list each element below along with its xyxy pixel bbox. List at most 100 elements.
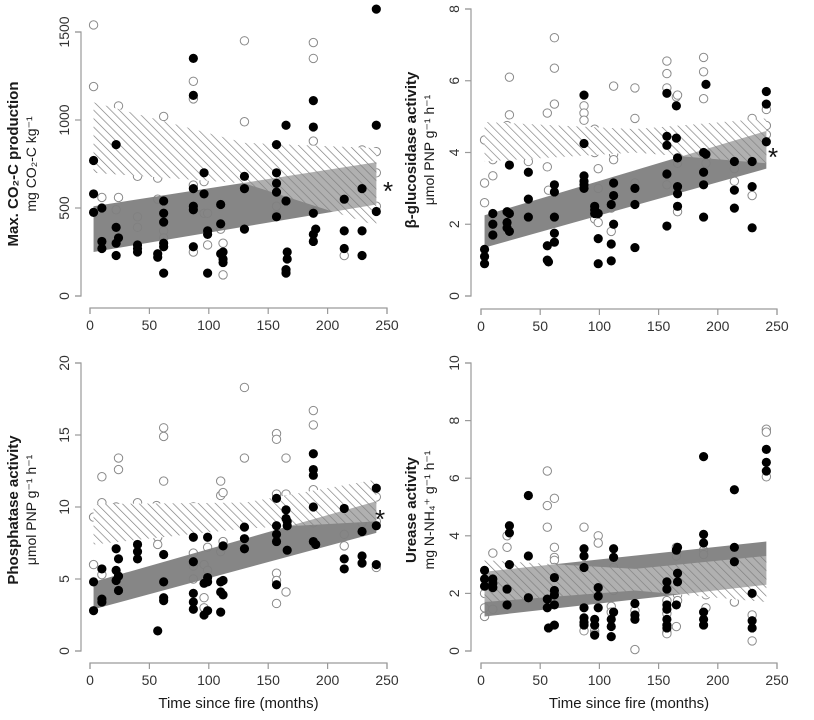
burned-point <box>159 268 169 278</box>
y-tick-label: 5 <box>56 575 72 583</box>
control-point <box>502 542 512 553</box>
x-axis-line <box>89 307 388 314</box>
burned-point <box>113 554 124 564</box>
control-point <box>488 548 498 558</box>
x-axis-line <box>89 662 388 669</box>
control-point <box>549 99 560 109</box>
x-tick-label: 150 <box>647 318 671 334</box>
burned-point <box>159 549 169 560</box>
x-axis-line <box>480 308 778 315</box>
burned-point <box>113 585 124 596</box>
burned-point <box>159 217 169 227</box>
y-axis-label: Phosphatase activity <box>5 435 22 585</box>
burned-point <box>308 122 318 132</box>
burned-point <box>199 189 209 199</box>
burned-point <box>308 470 318 480</box>
burned-point <box>311 539 321 550</box>
x-tick-label: 200 <box>706 672 730 688</box>
burned-point <box>502 600 512 610</box>
burned-point <box>132 247 143 257</box>
control-point <box>158 423 169 433</box>
x-tick-label: 100 <box>197 672 221 688</box>
x-tick-label: 0 <box>86 672 94 688</box>
y-tick-label: 2 <box>446 220 462 228</box>
burned-point <box>606 621 616 632</box>
burned-point <box>216 219 226 229</box>
y-tick-label: 6 <box>446 77 462 85</box>
control-point <box>579 522 589 532</box>
burned-point <box>97 243 107 254</box>
burned-point <box>504 559 515 570</box>
burned-point <box>662 131 672 141</box>
burned-point <box>88 577 99 587</box>
burned-point <box>479 565 490 575</box>
burned-point <box>488 583 498 593</box>
y-tick-label: 15 <box>56 427 72 443</box>
series-control <box>479 424 772 655</box>
burned-point <box>371 521 381 531</box>
burned-point <box>218 590 228 600</box>
x-tick-label: 250 <box>765 318 789 334</box>
burned-point <box>698 212 709 222</box>
burned-point <box>111 140 121 150</box>
burned-point <box>218 257 228 268</box>
burned-point <box>216 199 226 210</box>
burned-point <box>761 86 771 97</box>
burned-point <box>523 194 533 204</box>
burned-point <box>199 168 209 178</box>
x-tick-label: 200 <box>316 317 340 333</box>
burned-point <box>153 252 163 262</box>
series-burned <box>88 449 381 636</box>
burned-point <box>671 101 681 111</box>
burned-point <box>593 591 603 601</box>
y-tick-label: 500 <box>56 196 72 220</box>
burned-point <box>523 212 533 222</box>
burned-point <box>281 268 291 278</box>
burned-point <box>111 250 121 261</box>
burned-point <box>502 584 512 594</box>
control-point <box>158 476 169 486</box>
burned-point <box>371 483 381 493</box>
burned-point <box>239 522 250 532</box>
burned-point <box>188 557 198 567</box>
x-tick-label: 50 <box>532 672 548 688</box>
y-tick-label: 0 <box>446 292 462 300</box>
burned-point <box>729 557 739 567</box>
burned-point <box>188 205 198 215</box>
control-point <box>662 56 672 66</box>
control-point <box>504 110 515 120</box>
x-tick-label: 0 <box>86 317 94 333</box>
burned-point <box>88 606 99 616</box>
burned-point <box>593 234 603 244</box>
control-point <box>271 434 282 445</box>
control-point <box>662 68 672 79</box>
burned-point <box>271 493 282 503</box>
burned-point <box>662 623 672 633</box>
burned-point <box>729 203 739 213</box>
control-point <box>239 382 250 393</box>
burned-point <box>606 256 616 266</box>
x-tick-label: 50 <box>142 672 158 688</box>
y-axis-label: Max. CO₂-C production <box>5 82 22 247</box>
burned-point <box>549 237 560 247</box>
burned-point <box>609 219 619 229</box>
series-burned <box>479 444 771 642</box>
x-tick-label: 150 <box>647 672 671 688</box>
burned-point <box>729 542 739 552</box>
control-point <box>593 217 603 228</box>
burned-point <box>747 156 757 167</box>
control-point <box>202 240 213 250</box>
control-point <box>339 541 349 551</box>
burned-point <box>549 572 560 583</box>
control-point <box>479 198 490 208</box>
control-point <box>542 500 553 511</box>
burned-point <box>609 552 619 563</box>
burned-point <box>590 630 600 640</box>
burned-point <box>216 607 226 617</box>
burned-point <box>88 155 99 166</box>
control-point <box>579 115 589 125</box>
burned-point <box>606 631 616 642</box>
control-point <box>698 93 709 104</box>
burned-point <box>579 183 589 193</box>
panel-co2-production: 0 500 1000 1500 0 50 100 150 200 250 Max. CO₂-C pr… <box>5 4 399 333</box>
